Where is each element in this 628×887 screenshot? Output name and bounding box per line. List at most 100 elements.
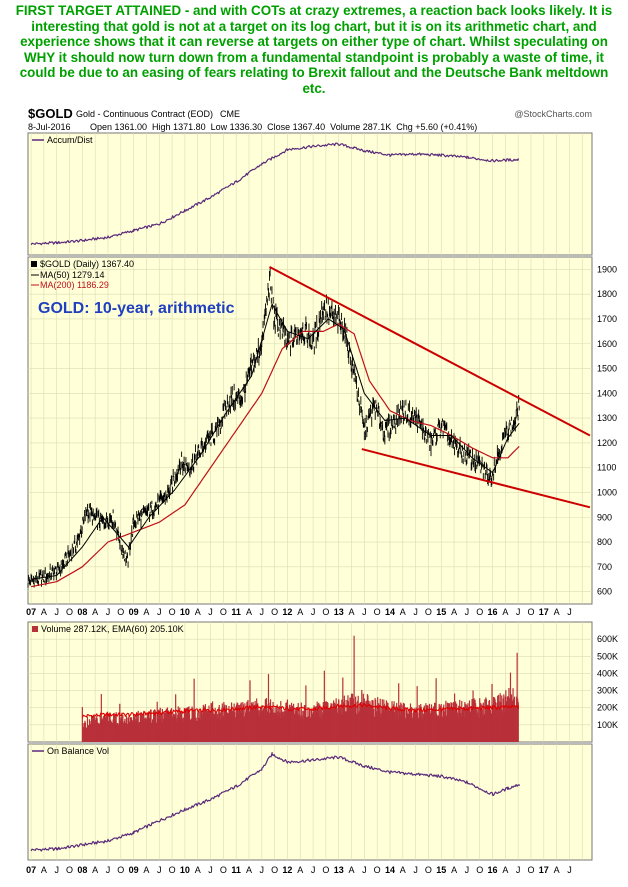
x-tick-label: 17: [539, 865, 549, 875]
x-tick-label: O: [527, 865, 534, 875]
x-tick-label: O: [527, 607, 534, 617]
x-tick-label: J: [106, 607, 111, 617]
x-tick-label: O: [169, 607, 176, 617]
x-tick-label: A: [502, 607, 508, 617]
volume-tick-label: 500K: [597, 651, 618, 661]
x-tick-label: O: [66, 865, 73, 875]
price-tick-label: 1700: [597, 314, 617, 324]
x-tick-label: A: [400, 607, 406, 617]
x-tick-label: A: [41, 607, 47, 617]
x-tick-label: J: [413, 865, 418, 875]
x-tick-label: 09: [129, 607, 139, 617]
x-tick-label: 10: [180, 607, 190, 617]
x-tick-label: A: [92, 865, 98, 875]
price-legend-ma200: MA(200) 1186.29: [40, 280, 109, 290]
x-tick-label: 12: [282, 607, 292, 617]
obv-legend: On Balance Vol: [32, 746, 109, 756]
x-tick-label: 12: [282, 865, 292, 875]
x-tick-label: A: [195, 607, 201, 617]
x-tick-label: J: [106, 865, 111, 875]
ma50-line: [31, 303, 520, 580]
obv-line: [30, 752, 520, 852]
price-tick-label: 1800: [597, 289, 617, 299]
x-tick-label: A: [92, 607, 98, 617]
price-tick-label: 800: [597, 537, 612, 547]
x-tick-label: J: [465, 607, 470, 617]
price-legend-ma50: MA(50) 1279.14: [40, 270, 105, 280]
volume-legend-text: Volume 287.12K, EMA(60) 205.10K: [41, 624, 184, 634]
x-tick-label: J: [413, 607, 418, 617]
x-tick-label: J: [260, 865, 265, 875]
contract-description: Gold - Continuous Contract (EOD): [76, 109, 213, 119]
price-tick-label: 1200: [597, 438, 617, 448]
obv-legend-text: On Balance Vol: [47, 746, 109, 756]
x-tick-label: A: [349, 865, 355, 875]
x-tick-label: O: [476, 607, 483, 617]
price-annotation: GOLD: 10-year, arithmetic: [38, 300, 235, 317]
x-tick-label: J: [157, 865, 162, 875]
x-tick-label: J: [516, 607, 521, 617]
price-tick-label: 1500: [597, 364, 617, 374]
price-tick-label: 1900: [597, 264, 617, 274]
volume-tick-label: 600K: [597, 634, 618, 644]
x-tick-label: A: [143, 865, 149, 875]
x-tick-label: A: [246, 607, 252, 617]
chart-marks: [27, 142, 591, 852]
price-tick-label: 1400: [597, 388, 617, 398]
x-tick-label: J: [54, 607, 59, 617]
volume-tick-label: 100K: [597, 720, 618, 730]
x-tick-label: 11: [231, 865, 241, 875]
x-tick-label: 14: [385, 865, 395, 875]
x-tick-label: O: [374, 607, 381, 617]
x-tick-label: 17: [539, 607, 549, 617]
x-tick-label: O: [271, 865, 278, 875]
x-tick-label: 16: [488, 865, 498, 875]
x-tick-label: J: [516, 865, 521, 875]
x-tick-label: A: [502, 865, 508, 875]
x-tick-label: J: [567, 607, 572, 617]
x-tick-label: A: [400, 865, 406, 875]
x-tick-label: A: [41, 865, 47, 875]
x-tick-label: 15: [436, 865, 446, 875]
x-tick-label: A: [143, 607, 149, 617]
x-tick-label: O: [322, 607, 329, 617]
obv-panel: [27, 743, 593, 861]
x-tick-label: O: [271, 607, 278, 617]
x-tick-label: O: [117, 607, 124, 617]
x-tick-label: A: [349, 607, 355, 617]
accum-dist-line: [30, 142, 519, 246]
x-tick-label: A: [246, 865, 252, 875]
x-tick-label: 07: [26, 865, 36, 875]
x-tick-label: J: [362, 865, 367, 875]
price-tick-label: 1600: [597, 339, 617, 349]
headline-commentary: FIRST TARGET ATTAINED - and with COTs at…: [15, 3, 613, 96]
accum-dist-legend: Accum/Dist: [32, 135, 93, 145]
x-tick-label: J: [157, 607, 162, 617]
x-tick-label: J: [260, 607, 265, 617]
price-tick-label: 1000: [597, 487, 617, 497]
axis-labels: 600 700 800 900 1000 1100 1200 1300 1400 1500 1600…: [26, 264, 618, 875]
price-tick-label: 1300: [597, 413, 617, 423]
x-tick-label: O: [374, 865, 381, 875]
x-tick-label: J: [208, 607, 213, 617]
x-tick-label: 10: [180, 865, 190, 875]
price-legend: $GOLD (Daily) 1367.40 MA(50) 1279.14 MA(…: [31, 259, 134, 290]
x-tick-label: A: [195, 865, 201, 875]
price-tick-label: 700: [597, 562, 612, 572]
x-tick-label: 14: [385, 607, 395, 617]
volume-legend: Volume 287.12K, EMA(60) 205.10K: [32, 624, 184, 634]
exchange-label: CME: [220, 109, 240, 119]
volume-tick-label: 400K: [597, 668, 618, 678]
x-tick-label: J: [54, 865, 59, 875]
x-tick-label: J: [362, 607, 367, 617]
x-tick-label: 08: [77, 607, 87, 617]
trendline: [269, 266, 591, 437]
x-tick-label: 07: [26, 607, 36, 617]
volume-tick-label: 300K: [597, 686, 618, 696]
price-tick-label: 900: [597, 512, 612, 522]
x-tick-label: 15: [436, 607, 446, 617]
date-label: 8-Jul-2016: [28, 122, 71, 132]
accum-dist-panel: [27, 132, 593, 256]
ohlc-summary: Open 1361.00 High 1371.80 Low 1336.30 Cl…: [90, 122, 477, 132]
